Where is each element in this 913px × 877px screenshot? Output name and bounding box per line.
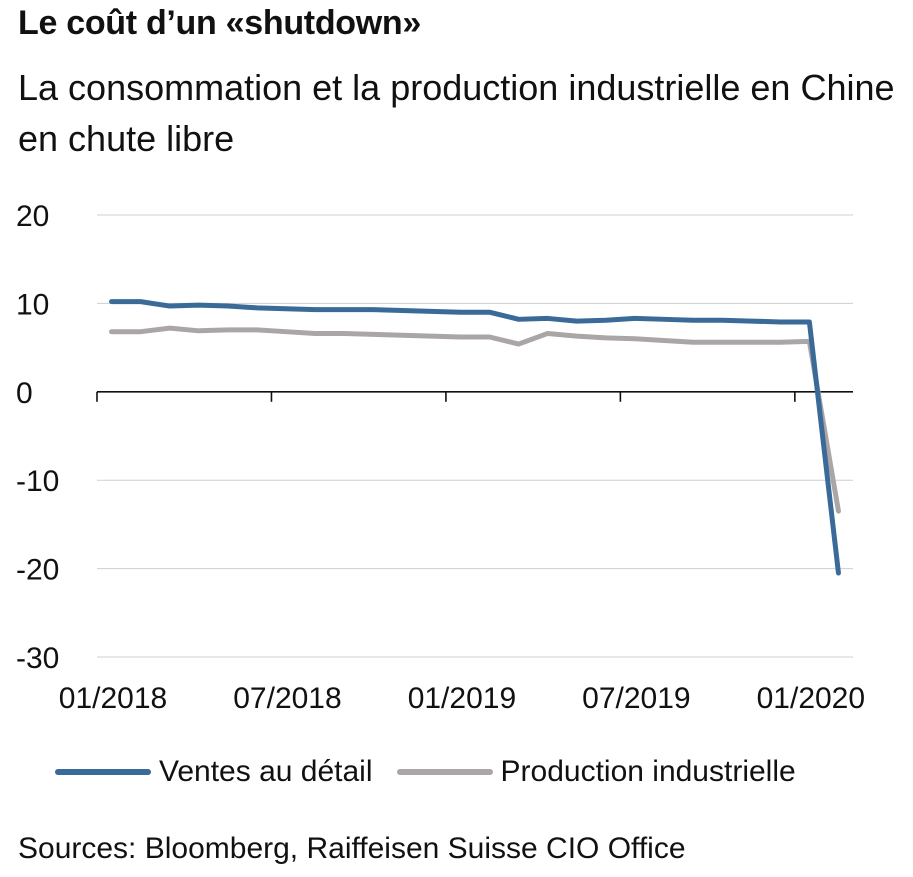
y-tick-label: -30 [16, 642, 59, 675]
y-tick-label: 10 [16, 288, 49, 321]
chart-subtitle: La consommation et la production industr… [18, 67, 895, 159]
legend-swatch-industrial [396, 769, 493, 775]
y-tick-labels: 20 10 0 -10 -20 -30 [16, 200, 59, 675]
series-line-retail [109, 299, 841, 576]
legend-swatch-retail [55, 769, 151, 775]
x-tick-labels: 01/2018 07/2018 01/2019 07/2019 01/2020 [59, 682, 865, 715]
x-tick-label: 01/2018 [59, 682, 167, 715]
series-lines [109, 299, 841, 576]
y-tick-label: 20 [16, 200, 49, 233]
y-tick-label: -10 [16, 465, 59, 498]
chart-title: Le coût d’un «shutdown» [18, 4, 421, 42]
x-tick-label: 07/2019 [582, 682, 690, 715]
line-chart: 20 10 0 -10 -20 -30 01/2018 07/2018 01/2019 07/2… [16, 200, 865, 715]
source-note: Sources: Bloomberg, Raiffeisen Suisse CI… [18, 832, 686, 865]
y-tick-label: 0 [16, 377, 33, 410]
legend-label-retail: Ventes au détail [159, 755, 373, 788]
x-tick-label: 07/2018 [233, 682, 341, 715]
axes [96, 391, 853, 402]
legend-label-industrial: Production industrielle [500, 755, 796, 788]
x-tick-label: 01/2019 [408, 682, 516, 715]
gridlines [97, 214, 853, 658]
x-tick-label: 01/2020 [757, 682, 865, 715]
legend-item-industrial: Production industrielle [396, 755, 796, 789]
legend-item-retail: Ventes au détail [55, 755, 373, 789]
y-tick-label: -20 [16, 554, 59, 587]
series-line-industrial [109, 325, 841, 514]
legend: Ventes au détail Production industrielle [55, 752, 820, 792]
